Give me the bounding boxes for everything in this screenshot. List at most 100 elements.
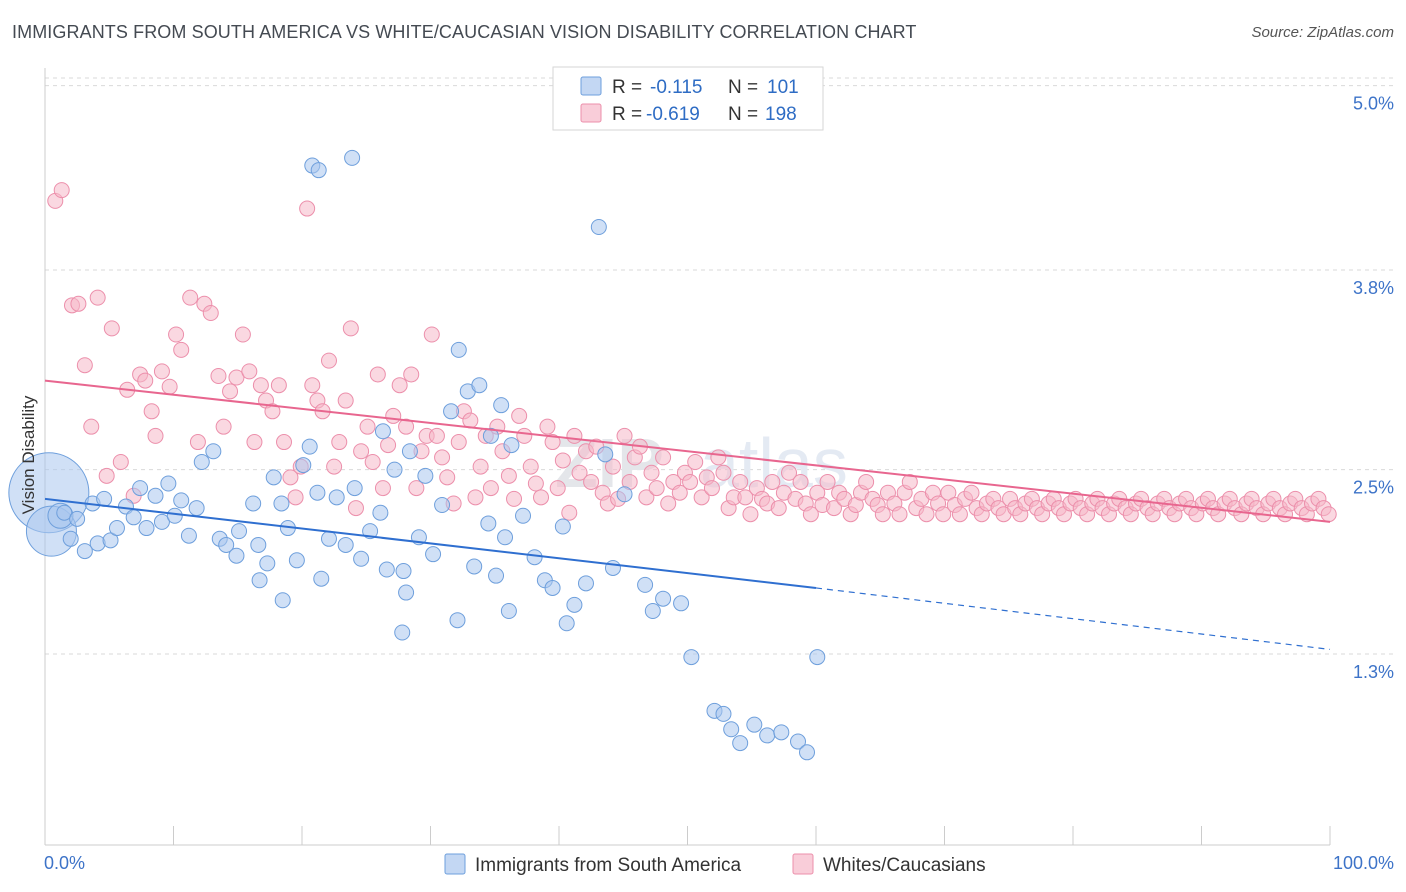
point-immigrants-south-america: [374, 423, 391, 440]
point-immigrants-south-america: [153, 513, 170, 530]
point-whites-caucasians: [511, 407, 528, 424]
point-whites-caucasians: [143, 403, 160, 420]
point-whites-caucasians: [423, 326, 440, 343]
point-whites-caucasians: [616, 427, 633, 444]
point-whites-caucasians: [161, 378, 178, 395]
point-whites-caucasians: [533, 489, 550, 506]
point-whites-caucasians: [276, 434, 293, 451]
point-whites-caucasians: [703, 480, 720, 497]
point-whites-caucasians: [147, 427, 164, 444]
point-immigrants-south-america: [76, 543, 93, 560]
point-immigrants-south-america: [644, 602, 661, 619]
point-immigrants-south-america: [160, 475, 177, 492]
trend-line-immigrants-extrapolated: [815, 587, 1331, 650]
point-whites-caucasians: [408, 480, 425, 497]
point-immigrants-south-america: [773, 724, 790, 741]
point-whites-caucasians: [506, 490, 523, 507]
point-whites-caucasians: [264, 403, 281, 420]
point-whites-caucasians: [732, 473, 749, 490]
point-whites-caucasians: [168, 326, 185, 343]
point-whites-caucasians: [500, 467, 517, 484]
point-whites-caucasians: [802, 506, 819, 523]
point-whites-caucasians: [764, 473, 781, 490]
point-immigrants-south-america: [500, 602, 517, 619]
point-whites-caucasians: [331, 434, 348, 451]
y-tick-label: 5.0%: [1353, 94, 1394, 114]
point-immigrants-south-america: [577, 575, 594, 592]
point-immigrants-south-america: [265, 469, 282, 486]
point-whites-caucasians: [940, 484, 957, 501]
bottom-legend-swatch-blue: [444, 853, 466, 875]
point-immigrants-south-america: [497, 529, 514, 546]
point-immigrants-south-america: [434, 497, 451, 514]
point-whites-caucasians: [682, 473, 699, 490]
y-tick-label: 3.8%: [1353, 278, 1394, 298]
x-tick-labels: 0.0% 100.0%: [44, 853, 1394, 873]
axes: [44, 68, 1331, 846]
point-immigrants-south-america: [466, 558, 483, 575]
point-whites-caucasians: [403, 366, 420, 383]
point-immigrants-south-america: [425, 546, 442, 563]
legend-r-label: R =: [612, 77, 642, 98]
point-whites-caucasians: [252, 377, 269, 394]
point-immigrants-south-america: [488, 567, 505, 584]
legend: R = -0.115 N = 101 R = -0.619 N = 198: [552, 66, 824, 131]
legend-swatch-pink: [580, 103, 602, 123]
point-whites-caucasians: [561, 504, 578, 521]
series-immigrants-south-america: [8, 149, 826, 761]
legend-swatch-blue: [580, 76, 602, 96]
bottom-legend-label-pink: Whites/Caucasians: [823, 855, 986, 876]
bottom-legend-label-blue: Immigrants from South America: [475, 855, 742, 876]
point-whites-caucasians: [874, 506, 891, 523]
point-whites-caucasians: [819, 473, 836, 490]
point-whites-caucasians: [858, 473, 875, 490]
point-immigrants-south-america: [715, 705, 732, 722]
y-axis-label: Vision Disability: [19, 395, 38, 514]
point-immigrants-south-america: [616, 486, 633, 503]
point-immigrants-south-america: [337, 536, 354, 553]
point-whites-caucasians: [189, 434, 206, 451]
point-whites-caucasians: [234, 326, 251, 343]
point-whites-caucasians: [347, 500, 364, 517]
point-immigrants-south-america: [471, 377, 488, 394]
trend-line-immigrants: [44, 497, 817, 589]
point-whites-caucasians: [450, 434, 467, 451]
legend-r-value-pink: -0.619: [646, 104, 700, 125]
point-whites-caucasians: [241, 363, 258, 380]
point-immigrants-south-america: [132, 480, 149, 497]
point-immigrants-south-america: [313, 570, 330, 587]
point-whites-caucasians: [83, 418, 100, 435]
point-whites-caucasians: [137, 372, 154, 389]
point-whites-caucasians: [554, 452, 571, 469]
point-whites-caucasians: [103, 320, 120, 337]
point-whites-caucasians: [112, 454, 129, 470]
legend-r-value-blue: -0.115: [650, 77, 702, 98]
point-whites-caucasians: [660, 495, 677, 512]
point-immigrants-south-america: [544, 579, 561, 596]
point-immigrants-south-america: [250, 536, 267, 553]
point-whites-caucasians: [462, 412, 479, 429]
point-immigrants-south-america: [558, 615, 575, 632]
point-whites-caucasians: [228, 369, 245, 386]
point-whites-caucasians: [472, 458, 489, 475]
point-immigrants-south-america: [386, 461, 403, 478]
point-whites-caucasians: [571, 464, 588, 481]
point-whites-caucasians: [522, 458, 539, 475]
legend-n-label: N =: [728, 104, 758, 125]
point-whites-caucasians: [299, 200, 316, 217]
point-whites-caucasians: [671, 484, 688, 501]
point-whites-caucasians: [638, 489, 655, 506]
point-immigrants-south-america: [394, 624, 411, 641]
point-immigrants-south-america: [554, 518, 571, 535]
point-immigrants-south-america: [125, 509, 142, 526]
point-immigrants-south-america: [288, 552, 305, 569]
point-whites-caucasians: [539, 418, 556, 435]
point-whites-caucasians: [1320, 506, 1337, 523]
point-whites-caucasians: [439, 469, 456, 486]
point-immigrants-south-america: [723, 721, 740, 738]
point-whites-caucasians: [566, 427, 583, 444]
point-whites-caucasians: [153, 363, 170, 380]
point-immigrants-south-america: [138, 520, 155, 537]
point-immigrants-south-america: [759, 727, 776, 744]
point-whites-caucasians: [304, 377, 321, 394]
